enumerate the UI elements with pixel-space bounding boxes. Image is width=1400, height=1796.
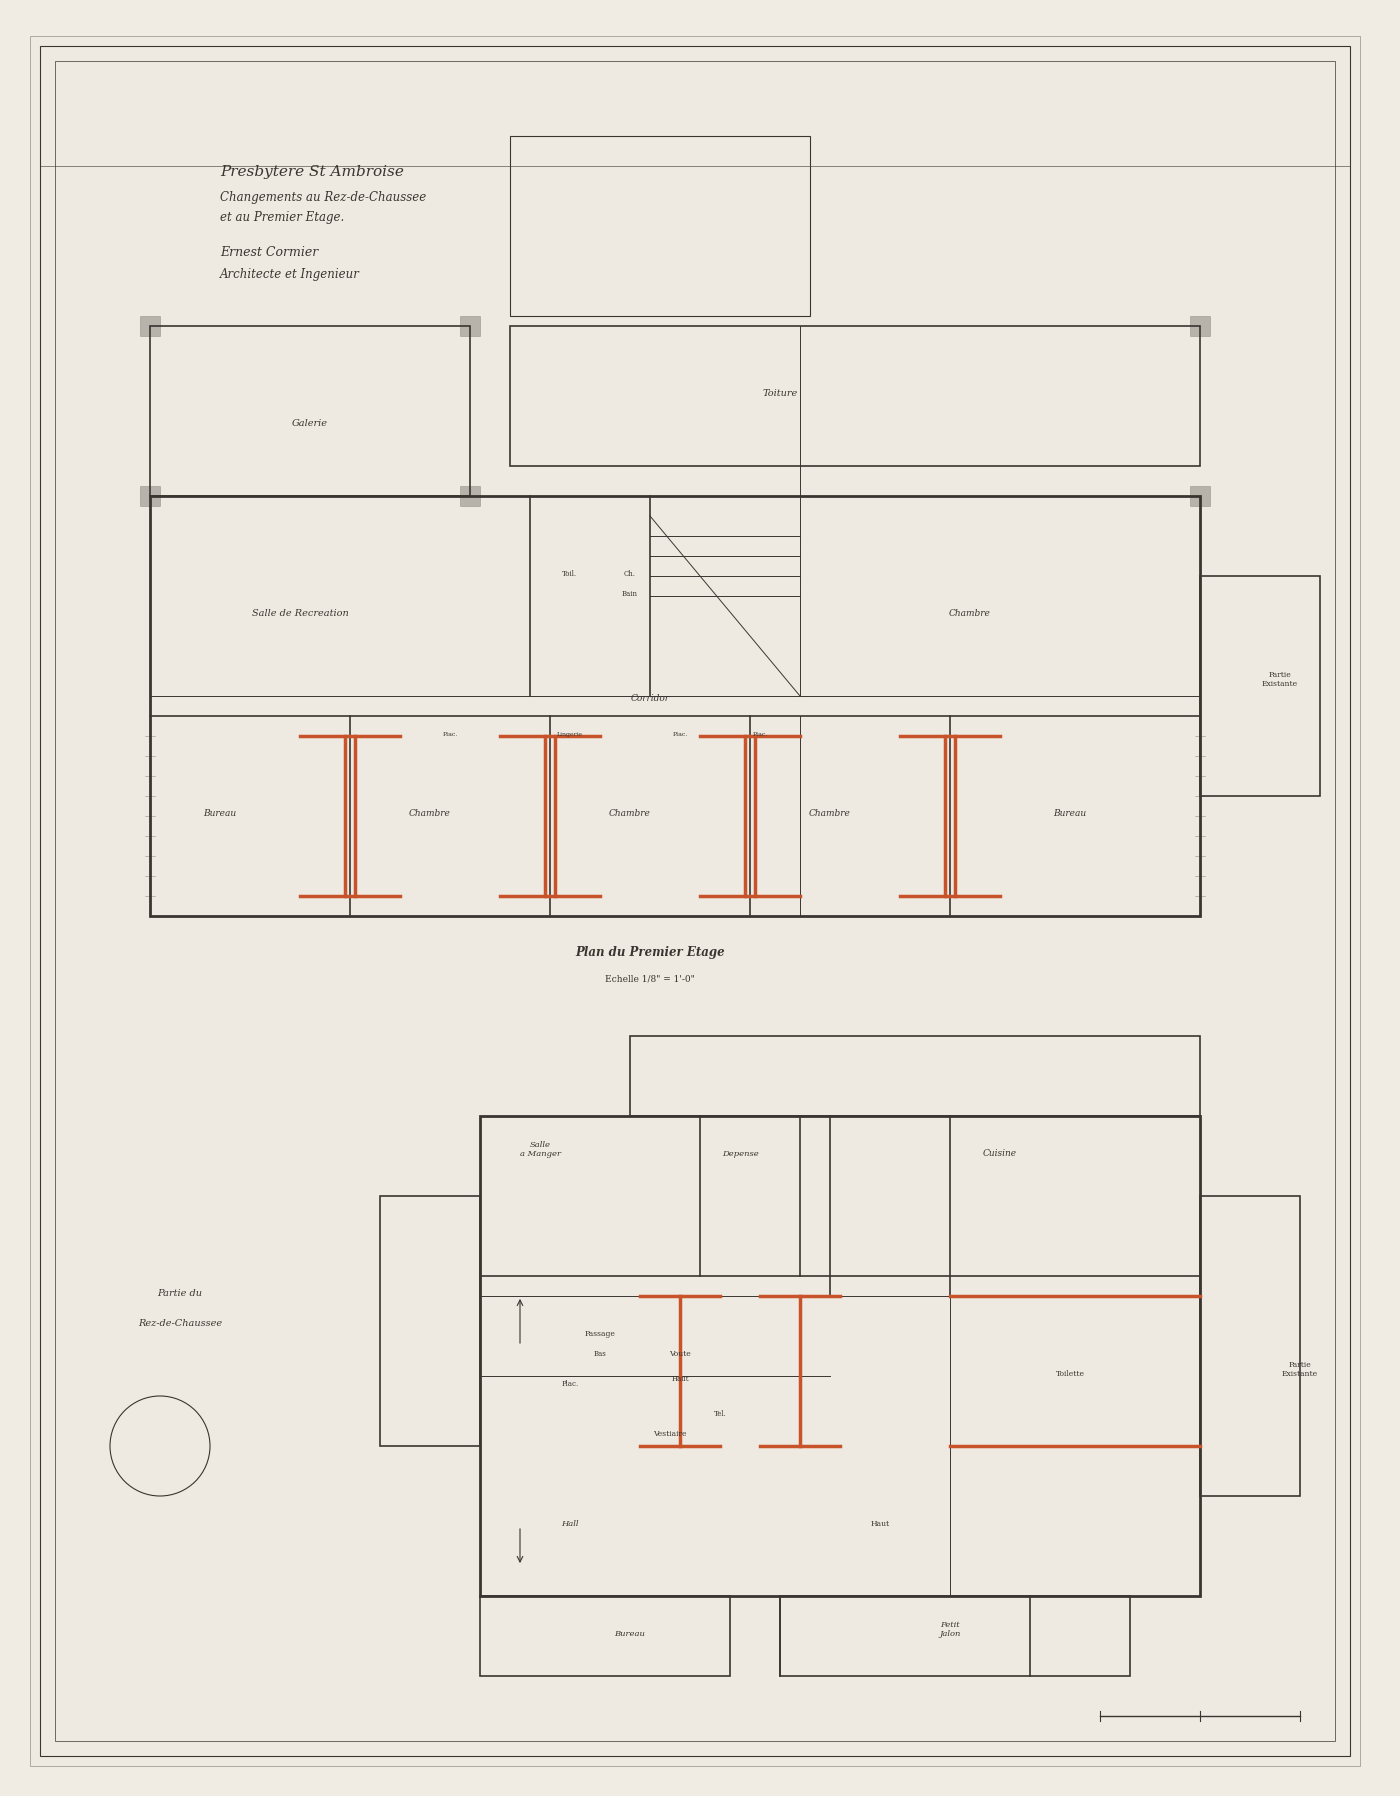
Text: Partie du: Partie du — [157, 1290, 203, 1299]
Text: Haut: Haut — [671, 1376, 689, 1383]
Text: Bureau: Bureau — [203, 808, 237, 817]
Text: Salle
a Manger: Salle a Manger — [519, 1140, 560, 1158]
Text: Bureau: Bureau — [1053, 808, 1086, 817]
Text: Ch.: Ch. — [624, 569, 636, 578]
Text: Haut: Haut — [871, 1519, 889, 1528]
Text: Presbytere St Ambroise: Presbytere St Ambroise — [220, 165, 403, 180]
Bar — [140, 316, 160, 336]
Text: Bain: Bain — [622, 591, 638, 598]
Bar — [510, 136, 811, 316]
Text: Chambre: Chambre — [409, 808, 451, 817]
Bar — [1190, 487, 1210, 506]
Bar — [1200, 577, 1320, 796]
Text: Rez-de-Chaussee: Rez-de-Chaussee — [139, 1318, 223, 1327]
Text: Partie
Existante: Partie Existante — [1282, 1361, 1317, 1378]
Text: Toil.: Toil. — [563, 569, 578, 578]
Bar — [140, 487, 160, 506]
Bar — [1190, 316, 1210, 336]
Text: Chambre: Chambre — [949, 609, 991, 618]
Bar — [461, 316, 480, 336]
Text: Salle de Recreation: Salle de Recreation — [252, 609, 349, 618]
Text: Plac.: Plac. — [672, 733, 687, 736]
FancyBboxPatch shape — [29, 36, 1359, 1765]
Text: Corridor: Corridor — [630, 693, 669, 702]
Text: Cuisine: Cuisine — [983, 1149, 1016, 1158]
Text: Toiture: Toiture — [763, 390, 798, 399]
Text: Lingerie: Lingerie — [557, 733, 582, 736]
Text: Depense: Depense — [721, 1149, 759, 1158]
Bar — [480, 1115, 1200, 1597]
Bar — [780, 1597, 1130, 1676]
Bar — [1200, 1196, 1301, 1496]
Text: Plac.: Plac. — [752, 733, 767, 736]
Text: Toilette: Toilette — [1056, 1370, 1085, 1378]
Bar — [150, 496, 1200, 916]
Bar — [150, 327, 470, 496]
Text: Plac.: Plac. — [561, 1379, 578, 1388]
Text: Ernest Cormier: Ernest Cormier — [220, 246, 318, 259]
Text: Hall: Hall — [561, 1519, 578, 1528]
Text: Partie
Existante: Partie Existante — [1261, 670, 1298, 688]
Text: Plan du Premier Etage: Plan du Premier Etage — [575, 946, 725, 959]
Text: Petit
Jalon: Petit Jalon — [939, 1620, 960, 1638]
Text: Changements au Rez-de-Chaussee: Changements au Rez-de-Chaussee — [220, 190, 426, 205]
Bar — [379, 1196, 480, 1446]
Bar — [630, 1036, 1200, 1115]
Text: Galerie: Galerie — [293, 418, 328, 427]
Text: Chambre: Chambre — [809, 808, 851, 817]
Bar — [510, 327, 1200, 465]
Text: Voute: Voute — [669, 1351, 690, 1358]
Text: Bas: Bas — [594, 1351, 606, 1358]
Text: Echelle 1/8" = 1'-0": Echelle 1/8" = 1'-0" — [605, 973, 694, 982]
Bar — [480, 1597, 729, 1676]
Text: Passage: Passage — [585, 1331, 616, 1338]
Text: Vestiaire: Vestiaire — [654, 1430, 687, 1439]
Bar — [461, 487, 480, 506]
Text: Bureau: Bureau — [615, 1631, 645, 1638]
Text: et au Premier Etage.: et au Premier Etage. — [220, 210, 344, 224]
Text: Chambre: Chambre — [609, 808, 651, 817]
Text: Tel.: Tel. — [714, 1410, 727, 1419]
Text: Plac.: Plac. — [442, 733, 458, 736]
Text: Architecte et Ingenieur: Architecte et Ingenieur — [220, 268, 360, 280]
